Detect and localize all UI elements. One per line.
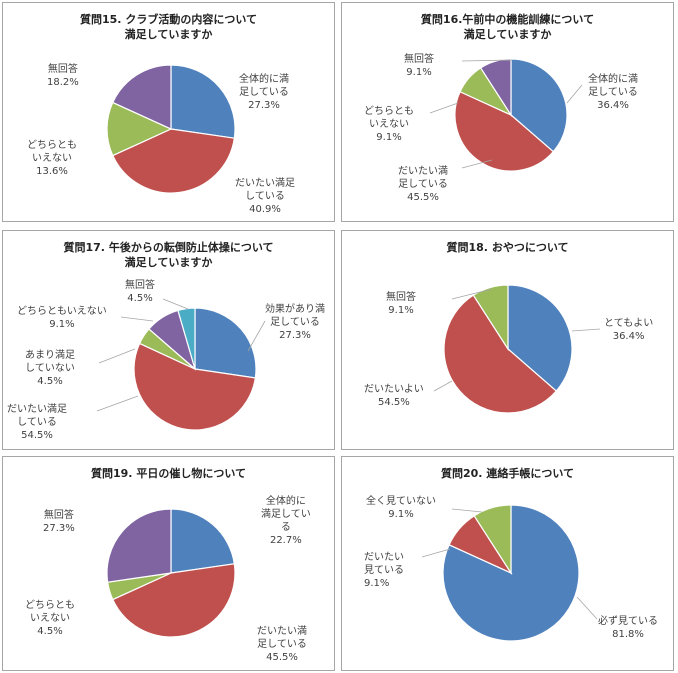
chart-title: 質問16.午前中の機能訓練について 満足していますか [420,13,595,41]
slice-label: 無回答 9.1% [404,54,434,78]
pie-slice [510,58,568,153]
slice-label: だいたい満足 している 54.5% [7,404,67,441]
chart-title: 質問17. 午後からの転倒防止体操について 満足していますか [63,241,274,269]
leader-line [571,328,601,332]
pie-slice [479,58,512,118]
leader-line [461,59,513,62]
slice-label: 全体的に満 足している 36.4% [588,74,638,111]
chart-panel-q19: 質問19. 平日の催し物について 全体的に 満足してい る 22.7% だいたい満… [2,456,335,671]
chart-panel-q15: 質問15. クラブ活動の内容について 満足していますか 全体的に満 足している 2… [2,2,335,222]
pie-chart-q19 [106,508,236,638]
slice-label: 効果があり満 足している 27.3% [265,304,325,341]
slice-label: どちらともいえない 9.1% [17,306,107,330]
leader-line [451,508,483,513]
pie-slice [443,294,558,414]
slice-label: 無回答 27.3% [43,510,75,534]
slice-label: どちらとも いえない 13.6% [27,140,77,177]
slice-label: 必ず見ている 81.8% [598,616,658,640]
slice-label: 無回答 9.1% [386,292,416,316]
leader-line [433,380,453,392]
slice-label: 全体的に満 足している 27.3% [239,74,289,111]
chart-panel-q20: 質問20. 連絡手帳について 必ず見ている 81.8% だいたい 見ている 9.1%… [341,456,674,671]
pie-chart-q15 [106,64,236,194]
chart-title: 質問19. 平日の催し物について [91,467,246,480]
leader-line [247,320,266,352]
pie-chart-q17 [96,298,266,431]
leader-line [96,395,139,412]
leader-line [120,316,154,322]
leader-line [451,288,493,300]
slice-label: だいたい満 足している 45.5% [398,166,448,203]
chart-panel-q17: 質問17. 午後からの転倒防止体操について 満足していますか 効果があり満 足し… [2,230,335,450]
slice-label: とてもよい 36.4% [604,318,654,342]
slice-label: 全体的に 満足してい る 22.7% [261,496,311,546]
pie-slice [111,128,236,194]
pie-slice [170,64,236,139]
leader-line [162,298,189,310]
pie-slice [106,508,172,583]
slice-label: 無回答 4.5% [125,280,155,304]
leader-line [98,348,136,364]
leader-line [429,102,459,114]
leader-line [421,548,451,558]
chart-title: 質問15. クラブ活動の内容について 満足していますか [80,13,257,41]
pie-chart-q16 [429,58,583,172]
pie-slice [454,90,555,172]
slice-label: だいたいよい 54.5% [364,384,424,408]
chart-title: 質問20. 連絡手帳について [441,467,574,480]
pie-slice [111,64,172,130]
chart-panel-q18: 質問18. おやつについて とてもよい 36.4% だいたいよい 54.5% 無回答… [341,230,674,450]
slice-label: だいたい 見ている 9.1% [364,552,404,589]
pie-slice [133,342,257,431]
pie-slice [111,563,236,638]
pie-chart-q18 [433,284,601,414]
pie-chart-q20 [421,504,598,642]
pie-slice [194,307,257,379]
pie-slice [170,508,236,574]
slice-label: あまり満足 していない 4.5% [25,350,75,387]
chart-title: 質問18. おやつについて [446,241,569,254]
slice-label: 無回答 18.2% [47,64,79,88]
pie-slice [473,504,512,576]
slice-label: 全く見ていない 9.1% [366,496,436,520]
slice-label: だいたい満 足している 45.5% [257,626,307,663]
chart-panel-q16: 質問16.午前中の機能訓練について 満足していますか 全体的に満 足している 36… [341,2,674,222]
pie-slice [106,101,173,157]
leader-line [576,596,598,620]
leader-line [461,159,493,169]
pie-slice [472,284,509,352]
slice-label: どちらとも いえない 9.1% [364,106,414,143]
pie-slice [507,284,573,392]
leader-line [566,84,583,104]
slice-label: どちらとも いえない 4.5% [25,600,75,637]
slice-label: だいたい満足 している 40.9% [235,178,295,215]
